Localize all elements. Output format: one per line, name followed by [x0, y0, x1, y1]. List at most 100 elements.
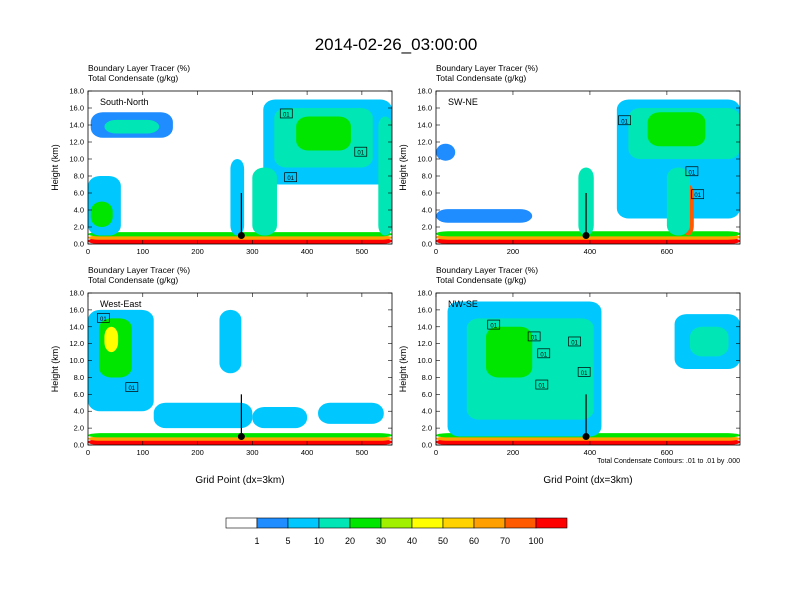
y-tick-label: 2.0 — [74, 223, 84, 232]
tracer-region — [104, 119, 160, 134]
contour-label-box — [96, 312, 110, 323]
contour-label-box — [568, 336, 581, 347]
x-tick-label: 300 — [246, 448, 259, 457]
colorbar-swatch — [535, 517, 568, 529]
y-tick-label: 2.0 — [422, 424, 432, 433]
y-tick-label: 8.0 — [422, 373, 432, 382]
colorbar-label: 50 — [438, 536, 448, 546]
y-tick-label: 10.0 — [69, 356, 84, 365]
contour-label: 01 — [621, 119, 628, 125]
tracer-region — [104, 326, 119, 353]
x-tick-label: 400 — [301, 448, 314, 457]
y-tick-label: 10.0 — [417, 155, 432, 164]
contour-label-box — [284, 172, 298, 183]
y-tick-label: 12.0 — [417, 339, 432, 348]
x-axis-label: Grid Point (dx=3km) — [543, 475, 632, 486]
x-tick-label: 300 — [246, 247, 259, 256]
tracer-region — [318, 402, 384, 424]
colorbar-swatch — [318, 517, 351, 529]
y-tick-label: 14.0 — [69, 121, 84, 130]
contour-label: 01 — [490, 324, 497, 330]
colorbar-swatch — [380, 517, 413, 529]
x-tick-label: 0 — [434, 448, 438, 457]
tracer-region — [378, 116, 392, 236]
colorbar: 1 5 10 20 30 40 50 60 70 100 — [225, 517, 568, 546]
tracer-region — [252, 167, 277, 236]
colorbar-label: 70 — [500, 536, 510, 546]
subtitle-condensate: Total Condensate (g/kg) — [88, 275, 178, 285]
subtitle-condensate: Total Condensate (g/kg) — [88, 73, 178, 83]
location-marker — [237, 232, 245, 239]
subtitle-tracer: Boundary Layer Tracer (%) — [436, 63, 538, 73]
tracer-region — [296, 116, 351, 151]
panel-label: NW-SE — [448, 299, 478, 309]
y-tick-label: 18.0 — [417, 289, 432, 298]
panel-south-north: 01 01 01 0.0 2.0 4.0 6.0 8.0 10.0 12.0 14.0 16.0 18.… — [50, 63, 393, 256]
contour-label-box — [527, 331, 541, 342]
x-tick-label: 0 — [434, 247, 438, 256]
x-tick-label: 100 — [137, 247, 150, 256]
tracer-region — [689, 326, 729, 357]
tracer-region — [252, 407, 308, 429]
plot-frame — [435, 90, 741, 245]
x-tick-label: 200 — [191, 448, 204, 457]
y-tick-label: 18.0 — [69, 289, 84, 298]
contour-label: 01 — [100, 317, 107, 323]
panel-label: SW-NE — [448, 97, 478, 107]
x-tick-label: 0 — [86, 448, 90, 457]
contour-label: 01 — [128, 386, 135, 392]
colorbar-label: 1 — [254, 536, 259, 546]
y-tick-label: 6.0 — [422, 189, 432, 198]
y-tick-label: 16.0 — [69, 305, 84, 314]
x-tick-label: 400 — [584, 247, 597, 256]
location-marker — [237, 433, 245, 441]
panel-nw-se: 01 01 01 01 01 01 0.0 2.0 4.0 6.0 8.0 10.0 12.0 14.0 1… — [398, 265, 741, 486]
x-tick-label: 400 — [301, 247, 314, 256]
tracer-region — [666, 167, 690, 236]
tracer-field — [88, 99, 392, 244]
tracer-region — [230, 159, 245, 236]
tracer-field — [436, 301, 740, 445]
y-axis-label: Height (km) — [50, 144, 60, 191]
contour-label-box — [125, 382, 139, 392]
panel-label: West-East — [100, 299, 142, 309]
figure-title: 2014-02-26_03:00:00 — [315, 35, 478, 54]
y-tick-label: 0.0 — [422, 240, 432, 249]
colorbar-label: 100 — [528, 536, 543, 546]
y-tick-label: 12.0 — [417, 138, 432, 147]
tracer-region — [90, 201, 113, 227]
contour-label: 01 — [571, 340, 578, 346]
tracer-region — [436, 209, 533, 223]
colorbar-swatch — [225, 517, 258, 529]
subtitle-condensate: Total Condensate (g/kg) — [436, 73, 526, 83]
y-tick-label: 0.0 — [74, 240, 84, 249]
contour-label-box — [685, 166, 699, 177]
colorbar-swatch — [442, 517, 475, 529]
tracer-region — [647, 112, 706, 147]
y-tick-label: 14.0 — [417, 322, 432, 331]
x-tick-label: 200 — [507, 448, 520, 457]
y-tick-label: 6.0 — [74, 189, 84, 198]
y-tick-label: 16.0 — [417, 305, 432, 314]
contour-note: Total Condensate Contours: .01 to .01 by… — [597, 458, 740, 465]
y-tick-label: 18.0 — [69, 87, 84, 96]
contour-label: 01 — [538, 384, 545, 390]
panels: 0101010.02.04.06.08.010.012.014.016.018.… — [50, 63, 741, 486]
y-tick-label: 14.0 — [417, 121, 432, 130]
contour-label: 01 — [287, 176, 294, 182]
x-tick-label: 200 — [191, 247, 204, 256]
colorbar-swatch — [256, 517, 289, 529]
colorbar-swatch — [473, 517, 506, 529]
panel-sw-ne: 01 01 01 0.0 2.0 4.0 6.0 8.0 10.0 12.0 14.0 16.0 18.… — [398, 63, 741, 256]
tracer-region — [153, 402, 253, 429]
contour-label-box — [279, 108, 293, 119]
y-tick-label: 12.0 — [69, 339, 84, 348]
contour-label-box — [618, 115, 631, 126]
colorbar-label: 40 — [407, 536, 417, 546]
y-tick-label: 4.0 — [422, 206, 432, 215]
x-tick-label: 200 — [507, 247, 520, 256]
x-tick-label: 100 — [137, 448, 150, 457]
y-tick-label: 6.0 — [422, 390, 432, 399]
contour-label-box — [537, 348, 551, 359]
